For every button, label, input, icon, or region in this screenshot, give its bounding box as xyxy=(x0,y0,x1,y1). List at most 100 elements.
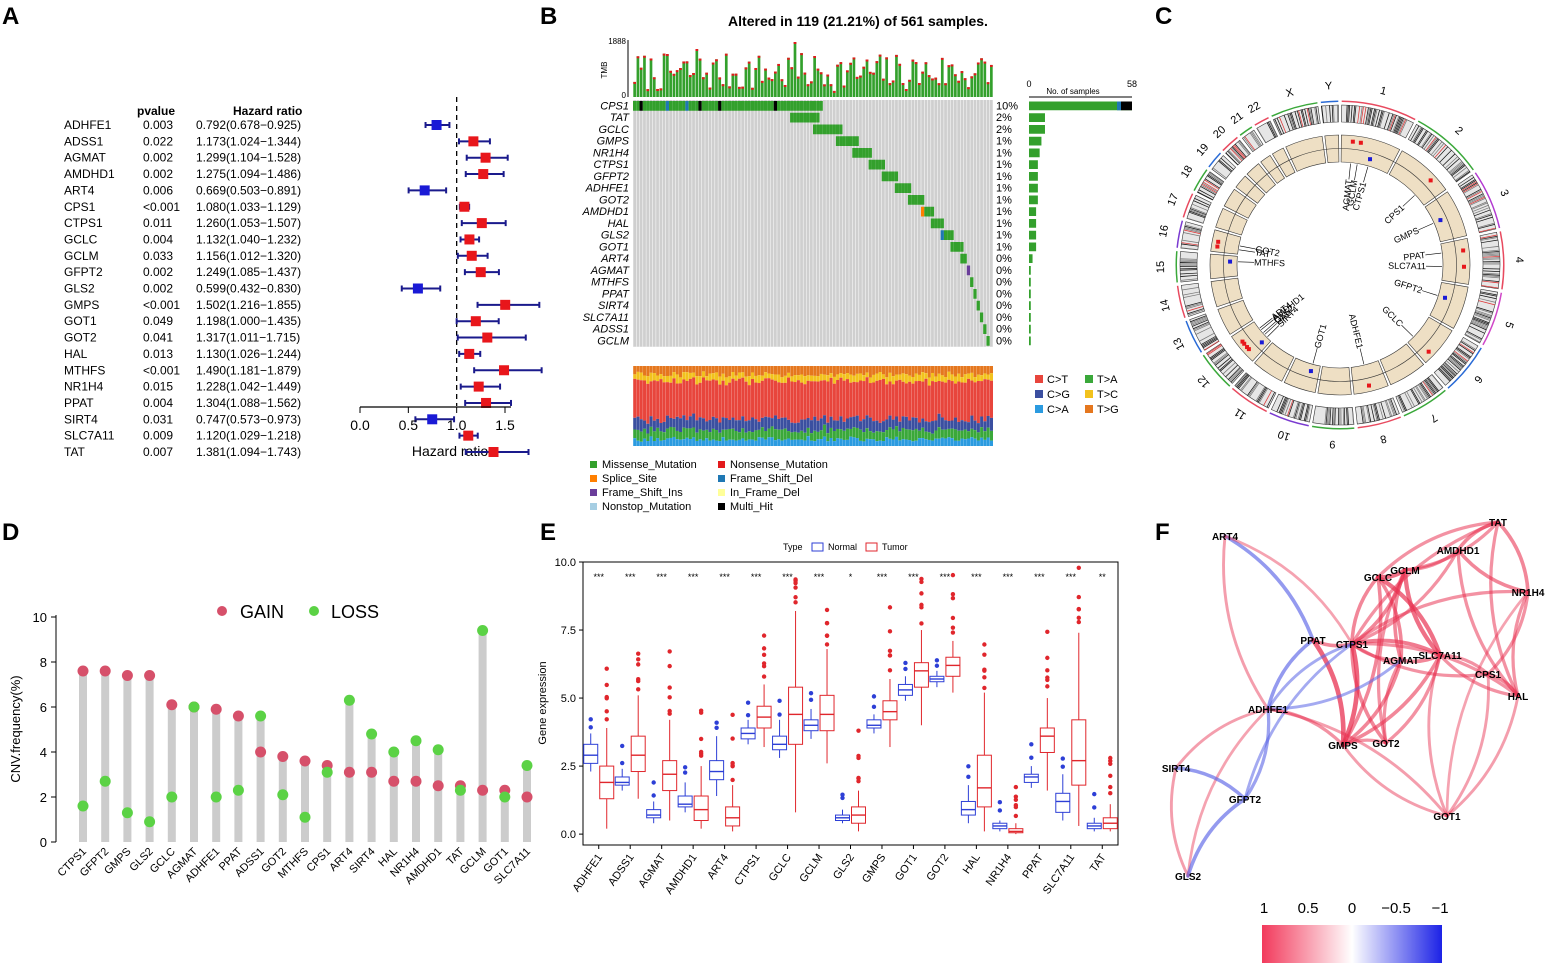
tmb-bar-top xyxy=(921,72,924,74)
cnv-loss-dot xyxy=(344,695,355,706)
titv-bar-segment xyxy=(836,380,839,421)
box-x-tick-label: GOT1 xyxy=(893,852,920,883)
titv-bar-segment xyxy=(650,436,653,446)
tmb-bar-top xyxy=(741,87,744,89)
titv-bar-segment xyxy=(983,421,986,431)
cnv-loss-dot xyxy=(166,792,177,803)
network-node-label: SIRT4 xyxy=(1162,764,1191,775)
box-x-tick-label: HAL xyxy=(961,852,983,876)
network-node-label: HAL xyxy=(1508,692,1529,703)
box-iqr xyxy=(1072,720,1086,785)
titv-bar-segment xyxy=(954,377,957,384)
titv-bar-segment xyxy=(803,433,806,441)
titv-bar-segment xyxy=(879,366,882,372)
titv-bar-segment xyxy=(918,438,921,446)
oncoplot-gene-label: SIRT4 xyxy=(598,300,629,312)
titv-bar-segment xyxy=(725,377,728,385)
cnv-gain-dot xyxy=(300,756,311,767)
titv-bar-segment xyxy=(875,366,878,374)
titv-bar-segment xyxy=(656,419,659,428)
titv-bar-segment xyxy=(751,432,754,440)
forest-pvalue: 0.022 xyxy=(143,134,173,148)
forest-point xyxy=(468,136,478,146)
tmb-axis-label: TMB xyxy=(600,62,609,79)
titv-bar-segment xyxy=(780,377,783,383)
titv-bar-segment xyxy=(990,381,993,418)
titv-bar-segment xyxy=(705,430,708,438)
mutation-cell xyxy=(790,113,793,123)
titv-bar-segment xyxy=(708,374,711,381)
tmb-bar xyxy=(682,61,685,97)
titv-bar-segment xyxy=(708,432,711,441)
titv-bar-segment xyxy=(826,433,829,441)
titv-bar-segment xyxy=(784,440,787,446)
tmb-bar-top xyxy=(875,61,878,63)
forest-point xyxy=(464,234,474,244)
titv-bar-segment xyxy=(682,372,685,379)
titv-bar-segment xyxy=(767,417,770,428)
titv-bar-segment xyxy=(774,366,777,375)
panel-letter-e: E xyxy=(540,519,556,546)
mutation-cell xyxy=(672,101,675,111)
significance-stars: *** xyxy=(625,572,636,582)
significance-stars: *** xyxy=(1034,572,1045,582)
titv-bar-segment xyxy=(895,381,898,417)
tmb-bar-top xyxy=(898,64,901,66)
box-x-tick-label: ADSS1 xyxy=(606,852,637,888)
box-outlier xyxy=(935,664,939,668)
network-node-label: SLC7A11 xyxy=(1418,651,1462,662)
titv-bar-segment xyxy=(731,372,734,379)
tmb-bar-top xyxy=(797,77,800,79)
tmb-bar-top xyxy=(895,55,898,57)
mutation-cell xyxy=(833,125,836,135)
titv-bar-segment xyxy=(646,384,649,424)
box-outlier xyxy=(1108,785,1112,789)
mutation-cell xyxy=(957,242,960,252)
titv-bar-segment xyxy=(636,372,639,380)
titv-bar-segment xyxy=(712,417,715,429)
tmb-bar xyxy=(866,60,869,97)
mutation-cell xyxy=(875,160,878,170)
box-outlier xyxy=(730,764,734,768)
oncoplot-gene-label: GLS2 xyxy=(601,230,629,242)
significance-stars: *** xyxy=(940,572,951,582)
oncoplot-gene-label: PPAT xyxy=(602,288,630,300)
titv-bar-segment xyxy=(744,441,747,446)
titv-bar-segment xyxy=(659,379,662,423)
box-outlier xyxy=(888,653,892,657)
tmb-bar-top xyxy=(800,53,803,55)
titv-bar-segment xyxy=(918,422,921,430)
box-outlier xyxy=(793,581,797,585)
mutation-cell xyxy=(695,101,698,111)
titv-bar-segment xyxy=(951,374,954,381)
titv-bar-segment xyxy=(856,366,859,374)
cnv-point xyxy=(1427,350,1431,354)
forest-pvalue: <0.001 xyxy=(143,298,180,312)
titv-bar-segment xyxy=(905,440,908,446)
box-outlier xyxy=(1077,607,1081,611)
titv-bar-segment xyxy=(898,375,901,380)
mutation-cell xyxy=(676,101,679,111)
circos-gene-label: CPS1 xyxy=(1382,203,1406,226)
titv-bar-segment xyxy=(643,375,646,380)
mutation-cell xyxy=(960,242,963,252)
titv-bar-segment xyxy=(895,416,898,426)
titv-bar-segment xyxy=(669,383,672,418)
titv-bar-segment xyxy=(643,429,646,439)
legend-loss-label: LOSS xyxy=(331,602,379,622)
titv-bar-segment xyxy=(836,366,839,374)
titv-bar-segment xyxy=(830,438,833,446)
titv-bar-segment xyxy=(964,383,967,422)
forest-pvalue: 0.004 xyxy=(143,232,173,246)
cnv-stem xyxy=(390,752,398,842)
titv-bar-segment xyxy=(663,382,666,422)
titv-bar-segment xyxy=(741,372,744,377)
oncoplot-gene-pct: 1% xyxy=(996,136,1012,148)
titv-bar-segment xyxy=(882,374,885,379)
titv-bar-segment xyxy=(862,432,865,441)
tmb-bar xyxy=(908,80,911,97)
chromosome-label: 18 xyxy=(1179,164,1196,181)
forest-pvalue: 0.004 xyxy=(143,396,173,410)
box-outlier xyxy=(872,705,876,709)
titv-bar-segment xyxy=(843,381,846,422)
